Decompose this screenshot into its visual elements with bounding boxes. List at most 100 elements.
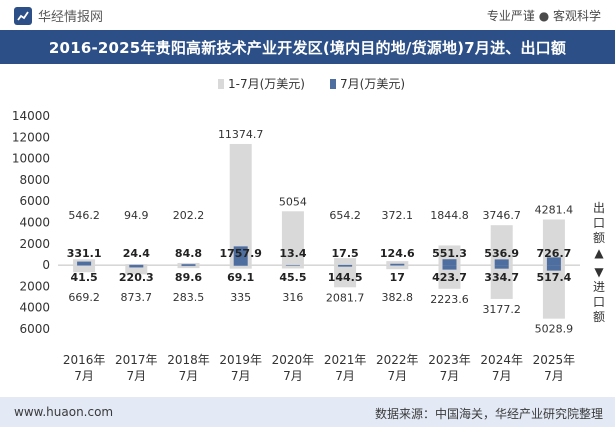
data-label-export-ytd: 546.2: [68, 209, 100, 222]
x-tick-label: 2017年 7月: [115, 353, 158, 383]
data-label-import-ytd: 2081.7: [326, 291, 365, 304]
data-label-import-ytd: 382.8: [382, 291, 414, 304]
x-tick-label: 2019年 7月: [219, 353, 262, 383]
bar-export-ytd: [125, 264, 148, 266]
bar-import-ytd: [490, 265, 513, 299]
data-label-import-month: 517.4: [537, 271, 572, 284]
legend-label-ytd: 1-7月(万美元): [228, 77, 305, 91]
bar-import-ytd: [229, 265, 252, 269]
data-label-import-month: 69.1: [227, 271, 254, 284]
slogan: 专业严谨 ● 客观科学: [486, 9, 601, 23]
x-tick-label: 2024年 7月: [480, 353, 523, 383]
data-label-import-month: 334.7: [484, 271, 519, 284]
bar-import-ytd: [73, 265, 96, 273]
bar-export-ytd: [386, 261, 409, 266]
bar-export-month: [181, 264, 196, 266]
brand-name: 华经情报网: [38, 10, 104, 25]
data-label-import-month: 144.5: [328, 271, 363, 284]
data-label-import-ytd: 3177.2: [482, 303, 521, 316]
x-tick-label: 2025年 7月: [533, 353, 576, 383]
data-label-export-ytd: 5054: [279, 195, 307, 208]
data-label-export-month: 536.9: [484, 247, 519, 260]
bar-import-month: [129, 265, 144, 268]
data-label-import-month: 423.7: [432, 271, 467, 284]
legend-swatch-month: [330, 79, 336, 89]
data-label-export-month: 1757.9: [219, 247, 261, 260]
bar-export-month: [233, 246, 248, 266]
x-tick-label: 2023年 7月: [428, 353, 471, 383]
bar-import-ytd: [281, 265, 304, 269]
bar-import-month: [338, 265, 353, 267]
y-tick-label: 10000: [12, 152, 50, 166]
data-label-export-month: 124.6: [380, 247, 415, 260]
data-label-import-month: 41.5: [71, 271, 98, 284]
x-tick-label: 2022年 7月: [376, 353, 419, 383]
y-tick-label: 6000: [19, 322, 50, 336]
x-tick-label: 2016年 7月: [63, 353, 106, 383]
y-tick-label: 4000: [19, 301, 50, 315]
data-label-export-month: 17.5: [332, 247, 359, 260]
bar-export-month: [77, 261, 92, 266]
bar-import-month: [77, 265, 92, 266]
data-label-export-ytd: 94.9: [124, 209, 149, 222]
data-label-export-month: 331.1: [67, 247, 102, 260]
chart-title: 2016-2025年贵阳高新技术产业开发区(境内目的地/货源地)7月进、出口额: [48, 39, 567, 57]
data-label-import-ytd: 316: [282, 291, 303, 304]
bar-import-month: [233, 265, 248, 266]
data-label-import-ytd: 873.7: [121, 291, 153, 304]
bar-import-ytd: [386, 265, 409, 270]
bar-import-month: [494, 265, 509, 269]
bar-import-month: [442, 265, 457, 270]
y-tick-label: 12000: [12, 130, 50, 144]
right-label-export: 出口额▲: [593, 201, 605, 260]
bar-export-ytd: [229, 143, 252, 266]
bar-import-ytd: [125, 265, 148, 275]
right-label-import: ▼进口额: [593, 265, 605, 324]
data-source: 数据来源：中国海关，华经产业研究院整理: [374, 407, 603, 421]
bar-import-ytd: [177, 265, 200, 269]
brand-logo-icon: [14, 6, 32, 25]
bar-export-ytd: [542, 219, 565, 266]
top-bar: 华经情报网 专业严谨 ● 客观科学: [0, 0, 615, 30]
data-label-export-month: 726.7: [537, 247, 572, 260]
bar-export-month: [494, 259, 509, 266]
title-bar: 2016-2025年贵阳高新技术产业开发区(境内目的地/货源地)7月进、出口额: [0, 30, 615, 64]
data-label-export-ytd: 3746.7: [482, 209, 521, 222]
y-tick-label: 6000: [19, 194, 50, 208]
data-label-import-month: 45.5: [279, 271, 306, 284]
y-tick-label: 8000: [19, 173, 50, 187]
bar-import-ytd: [542, 265, 565, 319]
chart: 1-7月(万美元) 7月(万美元) 14000 12000 10000 8000 6000 4…: [12, 77, 605, 383]
data-label-import-ytd: 2223.6: [430, 293, 469, 306]
data-label-export-month: 13.4: [279, 247, 306, 260]
data-label-import-month: 89.6: [175, 271, 202, 284]
bar-export-month: [442, 259, 457, 266]
data-label-import-ytd: 283.5: [173, 291, 205, 304]
data-label-export-ytd: 1844.8: [430, 209, 469, 222]
data-label-export-ytd: 11374.7: [218, 128, 264, 141]
data-label-export-ytd: 654.2: [329, 209, 361, 222]
bar-export-ytd: [177, 262, 200, 266]
website-link[interactable]: www.huaon.com: [14, 405, 114, 419]
bar-export-ytd: [334, 258, 357, 266]
bar-export-month: [129, 264, 144, 266]
bar-import-month: [390, 265, 405, 266]
bar-export-ytd: [490, 225, 513, 266]
y-tick-label: 0: [42, 258, 50, 272]
legend-label-month: 7月(万美元): [340, 77, 405, 91]
bar-import-ytd: [438, 265, 461, 289]
data-label-export-ytd: 372.1: [382, 209, 414, 222]
bar-import-month: [546, 265, 561, 271]
footer-bar: www.huaon.com 数据来源：中国海关，华经产业研究院整理: [0, 397, 615, 427]
bar-import-month: [285, 265, 300, 266]
y-tick-label: 2000: [19, 279, 50, 293]
data-label-export-ytd: 202.2: [173, 209, 205, 222]
bar-export-ytd: [281, 211, 304, 266]
bar-import-month: [181, 265, 196, 267]
x-tick-label: 2018年 7月: [167, 353, 210, 383]
brand: 华经情报网: [14, 6, 103, 25]
data-label-import-month: 17: [390, 271, 405, 284]
y-tick-label: 2000: [19, 237, 50, 251]
bar-export-month: [546, 257, 561, 266]
data-label-export-month: 84.8: [175, 247, 202, 260]
